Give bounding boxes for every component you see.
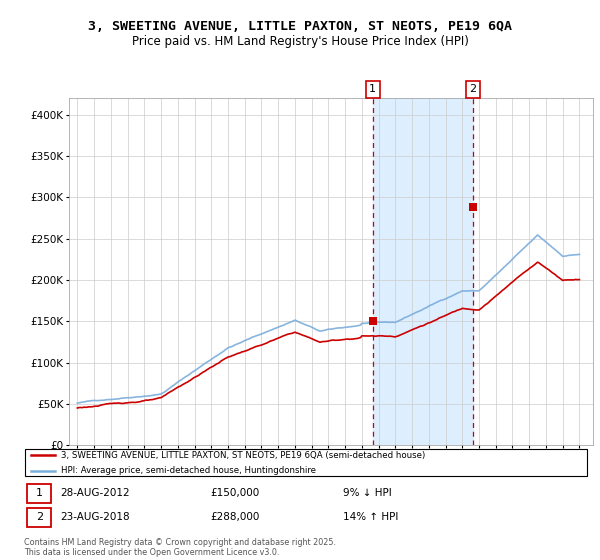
Text: Contains HM Land Registry data © Crown copyright and database right 2025.
This d: Contains HM Land Registry data © Crown c… [24, 538, 336, 557]
Text: 1: 1 [36, 488, 43, 498]
Text: 3, SWEETING AVENUE, LITTLE PAXTON, ST NEOTS, PE19 6QA (semi-detached house): 3, SWEETING AVENUE, LITTLE PAXTON, ST NE… [61, 451, 425, 460]
Bar [373, 98, 473, 445]
Text: 23-AUG-2018: 23-AUG-2018 [61, 512, 130, 522]
Text: 28-AUG-2012: 28-AUG-2012 [61, 488, 130, 498]
Text: HPI: Average price, semi-detached house, Huntingdonshire: HPI: Average price, semi-detached house,… [61, 466, 316, 475]
Text: 9% ↓ HPI: 9% ↓ HPI [343, 488, 391, 498]
FancyBboxPatch shape [28, 508, 51, 527]
FancyBboxPatch shape [28, 483, 51, 503]
Text: 2: 2 [35, 512, 43, 522]
Text: £150,000: £150,000 [210, 488, 259, 498]
Text: 14% ↑ HPI: 14% ↑ HPI [343, 512, 398, 522]
Text: £288,000: £288,000 [210, 512, 259, 522]
Text: 1: 1 [369, 85, 376, 94]
Text: Price paid vs. HM Land Registry's House Price Index (HPI): Price paid vs. HM Land Registry's House … [131, 35, 469, 48]
Text: 2: 2 [470, 85, 477, 94]
FancyBboxPatch shape [25, 449, 587, 475]
Text: 3, SWEETING AVENUE, LITTLE PAXTON, ST NEOTS, PE19 6QA: 3, SWEETING AVENUE, LITTLE PAXTON, ST NE… [88, 20, 512, 32]
